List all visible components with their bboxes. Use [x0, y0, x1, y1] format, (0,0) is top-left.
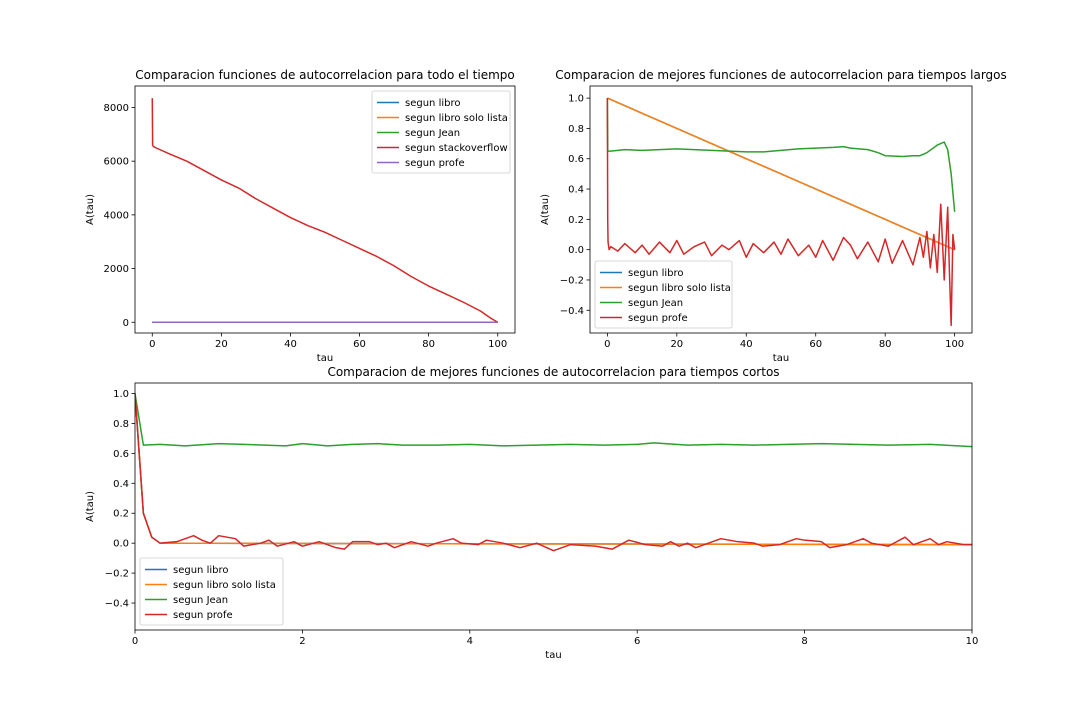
legend-entry: segun libro — [173, 565, 228, 576]
series-line-segun-profe — [606, 98, 956, 327]
legend-entry: segun Jean — [628, 298, 683, 309]
x-tick-label: 6 — [634, 636, 640, 647]
y-tick-label: 0.6 — [113, 449, 129, 460]
y-tick-label: 0 — [123, 318, 129, 329]
panel-full-time: 0 20 40 60 80 100 0 2000 4000 6000 8000 Comparacion… — [85, 68, 516, 364]
series-line-segun-libro-solo-lista — [607, 97, 955, 251]
legend-entry: segun stackoverflow — [405, 143, 508, 154]
legend-entry: segun Jean — [405, 128, 460, 139]
y-axis-label: A(tau) — [85, 491, 96, 522]
x-axis-label: tau — [545, 650, 561, 661]
y-tick-label: 0.4 — [568, 185, 584, 196]
y-tick-label: 1.0 — [113, 389, 129, 400]
y-tick-label: 0.2 — [568, 215, 584, 226]
legend-box — [139, 557, 284, 626]
x-tick-label: 0 — [604, 339, 610, 350]
y-tick-label: 0.6 — [568, 154, 584, 165]
y-tick-label: 0.0 — [568, 245, 584, 256]
legend-box — [594, 260, 733, 329]
y-tick-label: 2000 — [104, 264, 129, 275]
y-tick-label: 0.0 — [113, 539, 129, 550]
y-tick-label: −0.4 — [105, 599, 129, 610]
series-line-segun-jean — [606, 98, 956, 212]
x-tick-label: 80 — [879, 339, 892, 350]
legend-box — [371, 90, 511, 174]
x-tick-label: 0 — [132, 636, 138, 647]
x-tick-label: 2 — [299, 636, 305, 647]
x-tick-label: 8 — [801, 636, 807, 647]
axes-frame — [134, 85, 516, 334]
chart-title: Comparacion de mejores funciones de auto… — [327, 365, 779, 379]
legend-entry: segun Jean — [173, 595, 228, 606]
x-tick-label: 20 — [670, 339, 683, 350]
panel-long-time: 0 20 40 60 80 100 −0.4 −0.2 0.0 0.2 0.4 0.6 0.8 1.0 Co… — [540, 68, 1007, 364]
axes-frame — [589, 85, 973, 334]
x-tick-label: 100 — [945, 339, 964, 350]
axes-frame — [134, 382, 973, 631]
y-tick-label: 6000 — [104, 157, 129, 168]
y-tick-label: −0.2 — [105, 569, 129, 580]
x-axis-label: tau — [317, 353, 333, 364]
legend-entry: segun libro solo lista — [173, 580, 276, 591]
y-tick-label: −0.4 — [560, 306, 584, 317]
x-tick-label: 40 — [284, 339, 297, 350]
series-lines — [151, 98, 499, 324]
y-tick-label: −0.2 — [560, 275, 584, 286]
y-tick-label: 8000 — [104, 103, 129, 114]
x-tick-label: 60 — [809, 339, 822, 350]
y-tick-label: 0.8 — [113, 419, 129, 430]
x-tick-label: 100 — [488, 339, 507, 350]
legend-entry: segun profe — [628, 313, 688, 324]
y-tick-label: 0.4 — [113, 479, 129, 490]
x-tick-label: 10 — [966, 636, 979, 647]
y-axis-label: A(tau) — [540, 194, 551, 225]
series-line-segun-profe — [135, 393, 972, 552]
chart-title: Comparacion de mejores funciones de auto… — [555, 68, 1007, 82]
series-line-segun-jean — [135, 393, 972, 448]
series-lines — [606, 97, 956, 327]
x-tick-label: 0 — [149, 339, 155, 350]
x-tick-label: 20 — [215, 339, 228, 350]
legend-entry: segun libro solo lista — [405, 113, 508, 124]
x-tick-label: 60 — [353, 339, 366, 350]
legend: segun libro segun libro solo lista segun J… — [139, 557, 284, 626]
x-tick-label: 4 — [467, 636, 473, 647]
legend-entry: segun profe — [173, 610, 233, 621]
legend-entry: segun libro — [628, 268, 683, 279]
legend-entry: segun libro — [405, 98, 460, 109]
chart-title: Comparacion funciones de autocorrelacion… — [135, 68, 515, 82]
y-tick-label: 1.0 — [568, 94, 584, 105]
legend: segun libro segun libro solo lista segun J… — [371, 90, 511, 174]
y-tick-label: 0.2 — [113, 509, 129, 520]
x-axis-label: tau — [773, 353, 789, 364]
panel-short-time: 0 2 4 6 8 10 −0.4 −0.2 0.0 0.2 0.4 0.6 0.8 1.0 Compara… — [85, 365, 978, 661]
x-tick-label: 40 — [740, 339, 753, 350]
series-line-segun-stackoverflow — [151, 98, 499, 323]
series-lines — [135, 393, 972, 552]
legend: segun libro segun libro solo lista segun J… — [594, 260, 733, 329]
legend-entry: segun profe — [405, 158, 465, 169]
legend-entry: segun libro solo lista — [628, 283, 731, 294]
y-tick-label: 4000 — [104, 210, 129, 221]
y-axis-label: A(tau) — [85, 194, 96, 225]
y-tick-label: 0.8 — [568, 124, 584, 135]
x-tick-label: 80 — [422, 339, 435, 350]
